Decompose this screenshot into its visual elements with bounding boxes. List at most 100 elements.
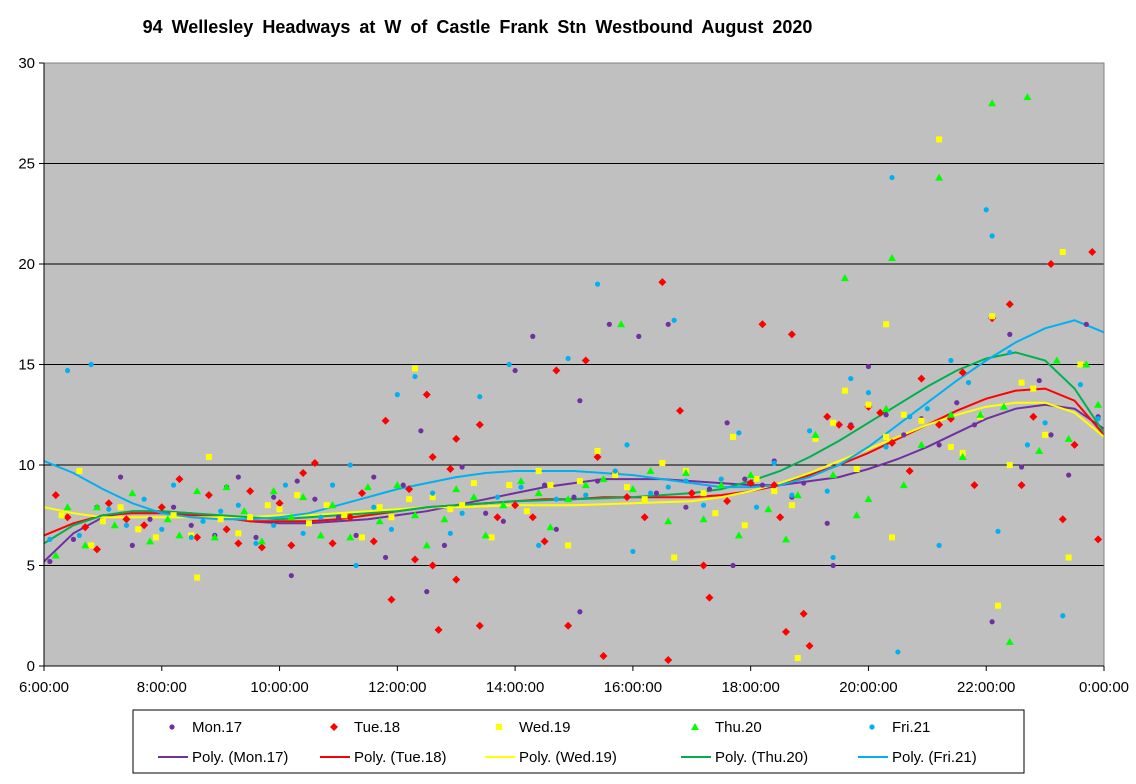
point-wed-19 xyxy=(547,482,554,489)
point-wed-19 xyxy=(812,435,819,442)
point-mon-17 xyxy=(1007,331,1013,337)
point-wed-19 xyxy=(170,512,177,519)
point-fri-21 xyxy=(965,379,972,386)
point-mon-17 xyxy=(571,494,577,500)
legend-marker-wed-19 xyxy=(496,724,502,730)
x-tick-label: 8:00:00 xyxy=(137,679,187,696)
point-wed-19 xyxy=(406,496,413,503)
point-thu-20 xyxy=(958,452,967,460)
point-fri-21 xyxy=(447,530,453,536)
point-mon-17 xyxy=(188,522,194,528)
point-fri-21 xyxy=(123,522,130,528)
point-tue-18 xyxy=(63,513,72,522)
point-wed-19 xyxy=(936,136,943,143)
point-tue-18 xyxy=(787,330,796,339)
point-mon-17 xyxy=(936,442,942,448)
point-tue-18 xyxy=(564,621,573,630)
point-mon-17 xyxy=(636,333,642,339)
y-tick-label: 5 xyxy=(27,558,35,575)
point-thu-20 xyxy=(782,535,790,543)
point-mon-17 xyxy=(424,589,430,595)
point-mon-17 xyxy=(1083,321,1089,327)
point-tue-18 xyxy=(1094,535,1103,544)
point-fri-21 xyxy=(388,526,395,532)
point-wed-19 xyxy=(523,508,530,515)
point-thu-20 xyxy=(316,531,325,539)
point-thu-20 xyxy=(63,503,72,511)
point-wed-19 xyxy=(1077,361,1084,368)
legend-marker-tue-18 xyxy=(330,723,338,731)
x-tick-label: 22:00:00 xyxy=(957,679,1015,696)
point-wed-19 xyxy=(470,480,477,487)
point-fri-21 xyxy=(477,394,483,400)
point-thu-20 xyxy=(664,517,673,525)
x-tick-label: 10:00:00 xyxy=(250,679,308,696)
point-tue-18 xyxy=(428,561,437,570)
point-fri-21 xyxy=(583,492,589,498)
point-tue-18 xyxy=(434,625,443,634)
point-mon-17 xyxy=(683,504,689,510)
point-wed-19 xyxy=(624,484,630,491)
point-fri-21 xyxy=(318,514,324,520)
point-mon-17 xyxy=(418,428,424,434)
point-wed-19 xyxy=(506,482,513,489)
point-mon-17 xyxy=(459,464,465,470)
point-wed-19 xyxy=(117,504,124,511)
point-tue-18 xyxy=(475,420,484,429)
point-thu-20 xyxy=(1035,446,1044,454)
point-fri-21 xyxy=(624,442,630,448)
point-tue-18 xyxy=(257,543,266,552)
point-fri-21 xyxy=(1095,416,1101,422)
point-fri-21 xyxy=(170,482,177,488)
point-mon-17 xyxy=(530,333,536,339)
point-mon-17 xyxy=(147,516,153,522)
point-mon-17 xyxy=(1066,472,1072,478)
point-tue-18 xyxy=(1005,300,1014,309)
point-thu-20 xyxy=(481,531,490,539)
point-fri-21 xyxy=(430,490,436,496)
point-thu-20 xyxy=(976,410,985,418)
point-wed-19 xyxy=(294,492,301,499)
point-mon-17 xyxy=(706,486,713,492)
point-tue-18 xyxy=(805,641,814,650)
point-tue-18 xyxy=(970,481,979,490)
point-wed-19 xyxy=(447,506,454,513)
point-mon-17 xyxy=(830,562,836,569)
point-wed-19 xyxy=(883,321,890,328)
point-thu-20 xyxy=(269,487,278,495)
point-mon-17 xyxy=(883,412,889,418)
point-tue-18 xyxy=(387,595,396,604)
point-wed-19 xyxy=(700,490,707,497)
legend-label-tue-18: Tue.18 xyxy=(354,719,400,736)
point-wed-19 xyxy=(88,542,95,549)
point-tue-18 xyxy=(1070,440,1079,449)
y-tick-label: 10 xyxy=(18,457,35,474)
point-wed-19 xyxy=(959,449,966,456)
point-wed-19 xyxy=(883,433,890,440)
point-wed-19 xyxy=(1030,385,1037,392)
point-thu-20 xyxy=(734,531,743,539)
point-wed-19 xyxy=(488,534,495,541)
point-wed-19 xyxy=(276,506,283,513)
point-tue-18 xyxy=(876,408,885,417)
point-fri-21 xyxy=(553,496,559,502)
point-fri-21 xyxy=(806,428,813,434)
point-tue-18 xyxy=(782,627,790,636)
point-fri-21 xyxy=(518,484,524,490)
point-wed-19 xyxy=(459,502,466,509)
point-mon-17 xyxy=(271,494,277,500)
legend-box xyxy=(132,709,1025,774)
point-fri-21 xyxy=(459,510,465,516)
point-mon-17 xyxy=(824,520,830,526)
point-thu-20 xyxy=(175,531,184,539)
point-tue-18 xyxy=(51,491,60,500)
y-tick-label: 25 xyxy=(18,156,35,173)
point-mon-17 xyxy=(1018,464,1025,470)
y-tick-label: 0 xyxy=(27,658,35,675)
point-tue-18 xyxy=(623,493,631,502)
legend-label-poly-fri-21: Poly. (Fri.21) xyxy=(892,749,977,766)
point-thu-20 xyxy=(299,493,308,501)
point-thu-20 xyxy=(534,489,543,497)
point-fri-21 xyxy=(907,414,913,420)
point-fri-21 xyxy=(936,542,942,549)
